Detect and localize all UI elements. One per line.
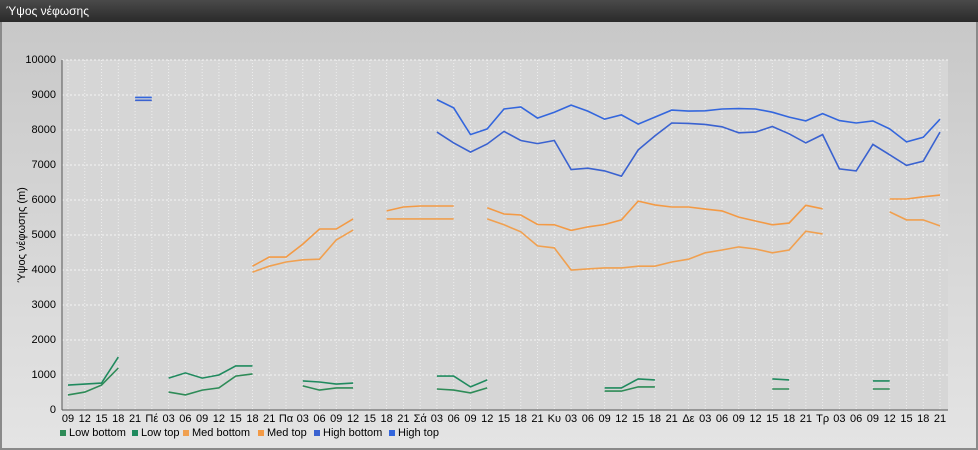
x-tick-label: 09 (733, 413, 745, 425)
x-tick-label: Τρ (816, 413, 829, 425)
x-tick-label: 06 (179, 413, 191, 425)
plot-area (62, 60, 948, 410)
x-tick-label: 09 (330, 413, 342, 425)
x-tick-label: 12 (884, 413, 896, 425)
y-axis-label: Ύψος νέφωσης (m) (16, 187, 28, 283)
legend-label: Low top (141, 427, 180, 439)
chart: Ύψος νέφωσης (m) 0 1000 2000 3000 4000 5000 60… (2, 22, 976, 448)
x-tick-label: 03 (699, 413, 711, 425)
x-tick-label: 06 (716, 413, 728, 425)
legend-label: Med top (267, 427, 307, 439)
y-tick-label: 7000 (32, 159, 56, 171)
x-tick-label: 21 (666, 413, 678, 425)
x-tick-label: 18 (380, 413, 392, 425)
x-tick-label: 06 (448, 413, 460, 425)
x-tick-label: 12 (79, 413, 91, 425)
legend-label: High bottom (323, 427, 382, 439)
x-tick-label: 09 (598, 413, 610, 425)
x-tick-label: 15 (230, 413, 242, 425)
x-tick-label: 03 (162, 413, 174, 425)
x-tick-label: 03 (565, 413, 577, 425)
y-tick-label: 5000 (32, 229, 56, 241)
x-tick-label: 12 (213, 413, 225, 425)
x-tick-label: 15 (95, 413, 107, 425)
y-tick-label: 2000 (32, 334, 56, 346)
x-tick-label: 12 (615, 413, 627, 425)
x-tick-label: 03 (431, 413, 443, 425)
x-tick-label: 09 (62, 413, 74, 425)
series-line (252, 194, 941, 267)
x-tick-label: 21 (397, 413, 409, 425)
x-tick-label: 18 (515, 413, 527, 425)
x-tick-label: 15 (498, 413, 510, 425)
x-tick-label: 21 (934, 413, 946, 425)
x-tick-label: Πα (279, 413, 294, 425)
x-tick-label: 12 (749, 413, 761, 425)
y-tick-label: 10000 (25, 54, 56, 66)
x-tick-label: 09 (464, 413, 476, 425)
y-tick-label: 8000 (32, 124, 56, 136)
x-tick-label: Πέ (145, 413, 158, 425)
x-tick-label: 15 (766, 413, 778, 425)
x-tick-label: 21 (800, 413, 812, 425)
x-tick-label: 06 (582, 413, 594, 425)
series-line (67, 367, 890, 396)
x-tick-label: 06 (850, 413, 862, 425)
x-tick-label: 18 (917, 413, 929, 425)
x-tick-label: 21 (129, 413, 141, 425)
legend-swatch (132, 430, 138, 436)
series-line (135, 96, 941, 143)
y-tick-label: 3000 (32, 299, 56, 311)
y-tick-label: 9000 (32, 89, 56, 101)
x-tick-label: 09 (196, 413, 208, 425)
legend-swatch (258, 430, 264, 436)
series-line (67, 356, 890, 389)
x-tick-label: 03 (297, 413, 309, 425)
legend-label: Low bottom (69, 427, 126, 439)
x-tick-label: 06 (313, 413, 325, 425)
x-tick-label: 15 (364, 413, 376, 425)
series-line (252, 211, 941, 273)
x-tick-label: 09 (867, 413, 879, 425)
y-tick-label: 4000 (32, 264, 56, 276)
x-tick-label: Δε (682, 413, 694, 425)
window-title: Ύψος νέφωσης (0, 0, 978, 22)
legend-swatch (60, 430, 66, 436)
x-tick-label: 21 (263, 413, 275, 425)
x-tick-label: 18 (112, 413, 124, 425)
legend-label: Med bottom (192, 427, 250, 439)
x-tick-label: 12 (347, 413, 359, 425)
x-tick-label: 12 (481, 413, 493, 425)
legend-swatch (389, 430, 395, 436)
x-tick-label: Σά (414, 413, 428, 425)
legend-label: High top (398, 427, 439, 439)
y-tick-label: 1000 (32, 369, 56, 381)
x-tick-label: 03 (833, 413, 845, 425)
y-tick-label: 6000 (32, 194, 56, 206)
x-tick-label: 18 (783, 413, 795, 425)
legend-swatch (314, 430, 320, 436)
x-tick-label: 18 (246, 413, 258, 425)
series-line (135, 99, 941, 178)
x-tick-label: 18 (649, 413, 661, 425)
legend-swatch (183, 430, 189, 436)
y-tick-label: 0 (50, 404, 56, 416)
x-tick-label: 21 (531, 413, 543, 425)
x-tick-label: 15 (900, 413, 912, 425)
x-tick-label: Κυ (548, 413, 561, 425)
x-tick-label: 15 (632, 413, 644, 425)
